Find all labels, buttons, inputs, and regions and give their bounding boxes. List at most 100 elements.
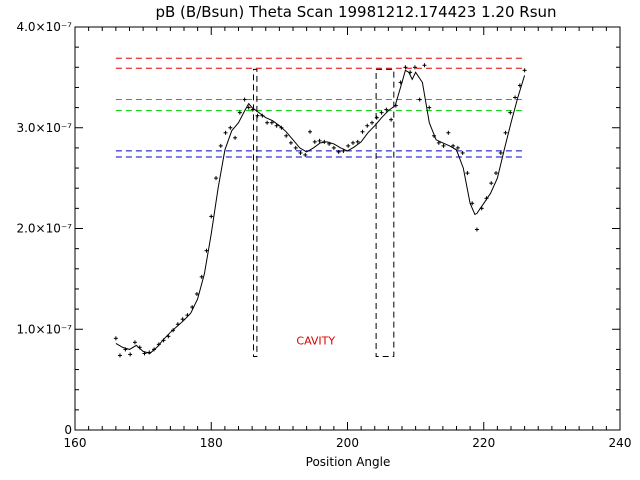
data-point [432, 133, 437, 138]
annotations: CAVITY [296, 334, 335, 347]
data-point [194, 291, 199, 296]
data-point [489, 181, 494, 186]
cavity-box [375, 68, 395, 357]
data-point [451, 143, 456, 148]
data-point [403, 65, 408, 70]
data-point [274, 123, 279, 128]
x-tick-label: 200 [336, 436, 359, 450]
data-point [242, 97, 247, 102]
data-point [218, 143, 223, 148]
data-point [161, 338, 166, 343]
y-tick-label: 1.0×10⁻⁷ [16, 322, 72, 336]
data-point [185, 313, 190, 318]
data-point [498, 150, 503, 155]
data-point [522, 68, 527, 73]
data-point [389, 117, 394, 122]
data-point [374, 115, 379, 120]
data-point [303, 152, 308, 157]
data-point [460, 150, 465, 155]
data-point [393, 103, 398, 108]
data-point [233, 135, 238, 140]
data-point [152, 347, 157, 352]
x-axis-label: Position Angle [306, 455, 391, 469]
data-point [412, 65, 417, 70]
data-point [508, 110, 513, 115]
data-point [417, 97, 422, 102]
data-point [190, 305, 195, 310]
data-point [142, 351, 147, 356]
data-point [117, 353, 122, 358]
x-tick-label: 220 [472, 436, 495, 450]
data-point [408, 70, 413, 75]
data-point [441, 143, 446, 148]
data-point [422, 63, 427, 68]
data-point [298, 150, 303, 155]
data-point [322, 139, 327, 144]
data-point [474, 227, 479, 232]
data-point [223, 130, 228, 135]
data-point [331, 145, 336, 150]
data-point [279, 125, 284, 130]
data-point [470, 201, 475, 206]
data-point [494, 171, 499, 176]
series-line [115, 69, 526, 354]
data-point [137, 345, 142, 350]
data-point [214, 176, 219, 181]
y-tick-label: 2.0×10⁻⁷ [16, 222, 72, 236]
data-point [503, 130, 508, 135]
data-point [228, 125, 233, 130]
data-point [260, 113, 265, 118]
data-point [250, 107, 255, 112]
data-point [128, 352, 133, 357]
data-point [427, 105, 432, 110]
data-point [284, 133, 289, 138]
annotation-cavity: CAVITY [296, 334, 335, 347]
x-tick-label: 160 [64, 436, 87, 450]
data-point [455, 145, 460, 150]
data-point [517, 83, 522, 88]
data-point [346, 143, 351, 148]
data-point [175, 322, 180, 327]
data-point [204, 248, 209, 253]
x-axis: 160 180 200 220 240 [64, 27, 632, 450]
data-point [132, 340, 137, 345]
data-point [255, 113, 260, 118]
data-point [327, 141, 332, 146]
data-point [479, 206, 484, 211]
data-point [350, 140, 355, 145]
y-tick-label: 4.0×10⁻⁷ [16, 20, 72, 34]
data-point [180, 317, 185, 322]
smoothed-series [115, 69, 526, 354]
y-tick-label: 3.0×10⁻⁷ [16, 121, 72, 135]
data-point [360, 129, 365, 134]
data-point [237, 110, 242, 115]
y-axis: 0 1.0×10⁻⁷ 2.0×10⁻⁷ 3.0×10⁻⁷ 4.0×10⁻⁷ [16, 20, 620, 437]
data-point [269, 120, 274, 125]
data-point [317, 138, 322, 143]
cavity-boxes [252, 68, 395, 357]
data-point [312, 139, 317, 144]
data-point [288, 140, 293, 145]
data-point [199, 274, 204, 279]
data-point [341, 148, 346, 153]
data-point [246, 105, 251, 110]
data-point [384, 107, 389, 112]
data-point [355, 139, 360, 144]
data-point [398, 80, 403, 85]
data-point [370, 120, 375, 125]
data-point [293, 145, 298, 150]
data-point [465, 171, 470, 176]
data-point [166, 334, 171, 339]
data-point [156, 342, 161, 347]
data-point [513, 95, 518, 100]
x-tick-label: 180 [200, 436, 223, 450]
data-point [365, 123, 370, 128]
data-point [147, 350, 152, 355]
data-points [113, 63, 527, 358]
data-point [484, 196, 489, 201]
x-tick-label: 240 [609, 436, 632, 450]
data-point [379, 110, 384, 115]
data-point [336, 149, 341, 154]
